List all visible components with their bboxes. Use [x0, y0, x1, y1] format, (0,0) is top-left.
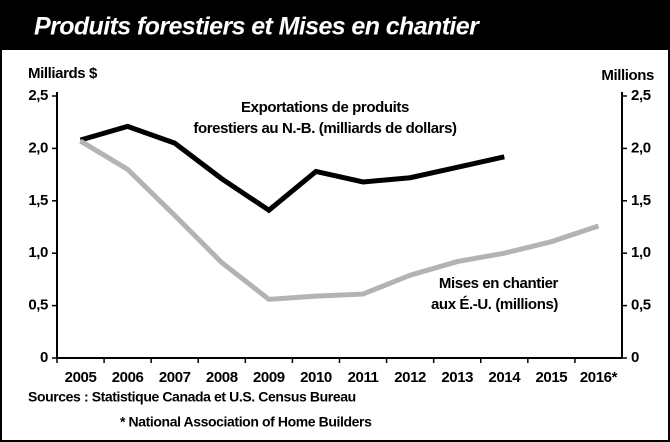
x-tick-label: 2012 [394, 369, 426, 386]
y-tick-label: 1,0 [28, 244, 48, 261]
series-label: Exportations de produits [241, 99, 409, 116]
series-label: aux É.-U. (millions) [431, 296, 558, 313]
y2-tick-label: 0 [631, 349, 639, 366]
y-axis-label: Milliards $ [28, 65, 98, 82]
y2-tick-label: 2,5 [631, 87, 651, 104]
x-tick-label: 2011 [348, 369, 379, 386]
x-tick-label: 2005 [65, 369, 97, 386]
series-line [79, 138, 600, 302]
title-bar [0, 0, 670, 50]
y2-axis-label: Millions [601, 67, 654, 84]
y2-tick-label: 1,0 [631, 244, 651, 261]
x-tick-label: 2014 [488, 369, 521, 386]
y2-tick-label: 1,5 [631, 192, 651, 209]
y-tick-label: 0 [40, 349, 48, 366]
x-tick-label: 2007 [159, 369, 191, 386]
x-tick-label: 2006 [112, 369, 144, 386]
source-note: * National Association of Home Builders [120, 414, 372, 430]
source-note: Sources : Statistique Canada et U.S. Cen… [28, 389, 356, 405]
x-tick-label: 2008 [206, 369, 238, 386]
x-tick-label: 2010 [300, 369, 332, 386]
series-label: forestiers au N.-B. (milliards de dollar… [193, 120, 457, 137]
y2-tick-label: 0,5 [631, 297, 651, 314]
y-tick-label: 0,5 [28, 297, 48, 314]
y-tick-label: 2,5 [28, 87, 48, 104]
y2-tick-label: 2,0 [631, 139, 651, 156]
series-line [79, 123, 505, 214]
x-tick-label: 2015 [535, 369, 567, 386]
chart-title: Produits forestiers et Mises en chantier [34, 13, 480, 41]
x-tick-label: 2009 [253, 369, 285, 386]
y-tick-label: 1,5 [28, 192, 48, 209]
x-tick-label: 2016* [580, 369, 618, 386]
series-label: Mises en chantier [439, 275, 559, 292]
x-tick-label: 2013 [441, 369, 473, 386]
y-tick-label: 2,0 [28, 139, 48, 156]
